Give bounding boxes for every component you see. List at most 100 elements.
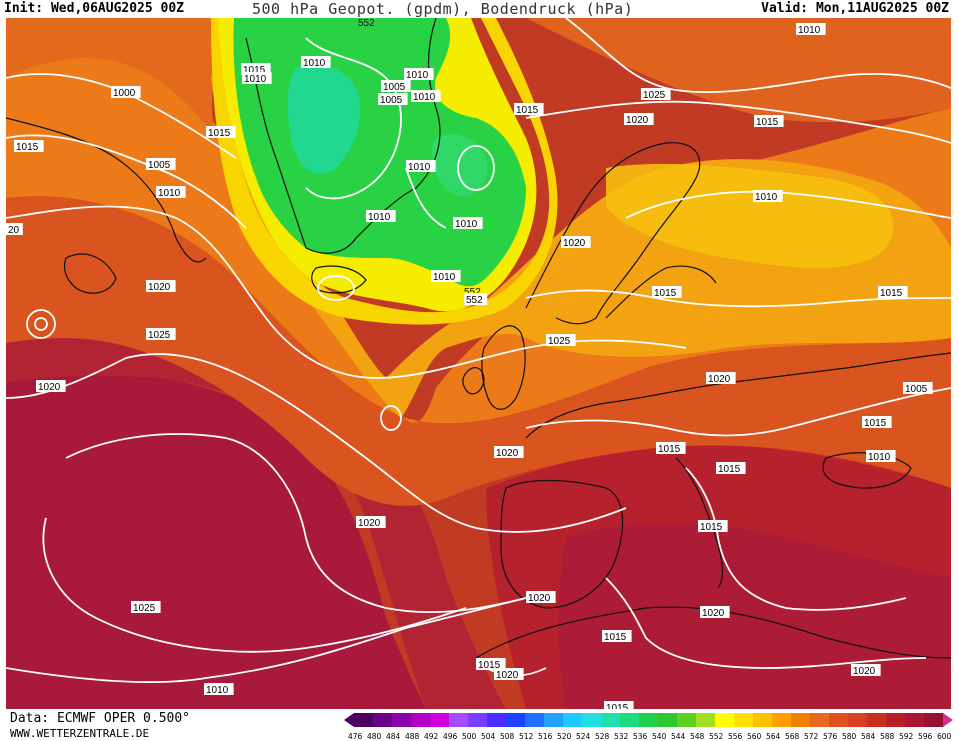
pressure-label-box xyxy=(754,115,784,127)
legend-value: 496 xyxy=(443,732,458,741)
field-orange xyxy=(6,196,951,506)
pressure-label-text: 1025 xyxy=(548,336,571,347)
legend-value: 492 xyxy=(424,732,439,741)
pressure-label-box xyxy=(36,380,66,392)
pressure-label-text: 1015 xyxy=(864,418,887,429)
pressure-label-text: 1010 xyxy=(158,188,181,199)
pressure-label-text: 1010 xyxy=(798,25,821,36)
pressure-label-box xyxy=(14,140,44,152)
legend-value: 580 xyxy=(842,732,857,741)
pressure-label-box xyxy=(411,90,441,102)
pressure-label-box xyxy=(700,606,730,618)
pressure-label-box xyxy=(851,664,881,676)
pressure-label: 1010 xyxy=(404,68,434,81)
pressure-label-text: 552 xyxy=(466,295,483,306)
legend-swatch xyxy=(449,713,468,727)
pressure-label-box xyxy=(146,280,176,292)
pressure-label-text: 1020 xyxy=(853,666,876,677)
pressure-label-text: 1015 xyxy=(756,117,779,128)
pressure-label-text: 1015 xyxy=(606,703,629,709)
legend-value: 544 xyxy=(671,732,686,741)
pressure-label: 1015 xyxy=(14,140,44,153)
pressure-label-text: 1015 xyxy=(880,288,903,299)
pressure-label-text: 1020 xyxy=(38,382,61,393)
pressure-label-text: 1010 xyxy=(206,685,229,696)
pressure-label-text: 1010 xyxy=(303,58,326,69)
pressure-label: 1020 xyxy=(146,280,176,293)
pressure-label-text: 1020 xyxy=(528,593,551,604)
legend-value: 512 xyxy=(519,732,534,741)
field-amber-scandi xyxy=(606,163,894,268)
pressure-label-box xyxy=(404,68,434,80)
pressure-label-text: 1010 xyxy=(433,272,456,283)
pressure-label-text: 1025 xyxy=(643,90,666,101)
pressure-label: 1020 xyxy=(526,591,556,604)
pressure-label: 1015 xyxy=(656,442,686,455)
legend-swatch xyxy=(791,713,810,727)
pressure-label: 1020 xyxy=(356,516,386,529)
pressure-label-text: 1015 xyxy=(478,660,501,671)
legend-arrow-left xyxy=(344,713,354,727)
pressure-label-box xyxy=(494,446,524,458)
pressure-label-text: 1020 xyxy=(702,608,725,619)
legend-swatch xyxy=(620,713,639,727)
pressure-label-text: 1015 xyxy=(658,444,681,455)
pressure-label-text: 1025 xyxy=(148,330,171,341)
legend-swatch xyxy=(905,713,924,727)
legend-swatch xyxy=(886,713,905,727)
pressure-label-text: 1020 xyxy=(708,374,731,385)
pressure-label-text: 1015 xyxy=(208,128,231,139)
field-green-light xyxy=(431,134,488,197)
pressure-label-box xyxy=(356,516,386,528)
contour-label-552b: 552 xyxy=(358,18,375,29)
pressure-label-box xyxy=(494,668,524,680)
color-legend: 476 480 484 488 492 496 500 504 508 512 516 520 524 5… xyxy=(344,713,953,741)
pressure-label-box xyxy=(878,286,908,298)
legend-swatch xyxy=(677,713,696,727)
pressure-label-box xyxy=(561,236,591,248)
legend-swatch xyxy=(810,713,829,727)
pressure-label-text: 1015 xyxy=(604,632,627,643)
forecast-map: 552 552 1010 1015 1010 1005 1010 1015 1025 1020… xyxy=(6,18,951,709)
legend-value: 564 xyxy=(766,732,781,741)
pressure-label: 1025 xyxy=(641,88,671,101)
legend-value: 568 xyxy=(785,732,800,741)
legend-swatch xyxy=(772,713,791,727)
pressure-label-box xyxy=(406,160,436,172)
legend-swatch xyxy=(411,713,430,727)
legend-swatch xyxy=(734,713,753,727)
website-label: WWW.WETTERZENTRALE.DE xyxy=(10,727,150,740)
legend-swatch xyxy=(924,713,943,727)
pressure-label-box xyxy=(624,113,654,125)
pressure-label-box xyxy=(546,334,576,346)
pressure-label-text: 1020 xyxy=(358,518,381,529)
pressure-label: 1010 xyxy=(431,270,461,283)
legend-swatch xyxy=(639,713,658,727)
pressure-label: 1010 xyxy=(366,210,396,223)
pressure-label: 1025 xyxy=(546,334,576,347)
legend-value: 552 xyxy=(709,732,724,741)
legend-labels: 476 480 484 488 492 496 500 504 508 512 516 520 524 5… xyxy=(348,732,952,741)
pressure-label-text: 1015 xyxy=(718,464,741,475)
legend-value: 584 xyxy=(861,732,876,741)
legend-swatch xyxy=(468,713,487,727)
pressure-label: 1010 xyxy=(406,160,436,173)
pressure-label-text: 1020 xyxy=(626,115,649,126)
legend-swatch xyxy=(487,713,506,727)
chart-title: 500 hPa Geopot. (gpdm), Bodendruck (hPa) xyxy=(252,0,634,18)
pressure-label-box xyxy=(604,701,634,709)
pressure-label: 1010 xyxy=(753,190,783,203)
pressure-label: 1010 xyxy=(204,683,234,696)
pressure-label: 20 xyxy=(6,223,23,236)
pressure-label-text: 1005 xyxy=(380,95,403,106)
pressure-label-text: 1015 xyxy=(700,522,723,533)
valid-time: Valid: Mon,11AUG2025 00Z xyxy=(761,1,949,16)
pressure-label-box xyxy=(698,520,728,532)
pressure-label: 1015 xyxy=(652,286,682,299)
legend-swatch xyxy=(563,713,582,727)
pressure-label-box xyxy=(641,88,671,100)
pressure-label-text: 1005 xyxy=(148,160,171,171)
pressure-label-box xyxy=(652,286,682,298)
pressure-label-box xyxy=(156,186,186,198)
